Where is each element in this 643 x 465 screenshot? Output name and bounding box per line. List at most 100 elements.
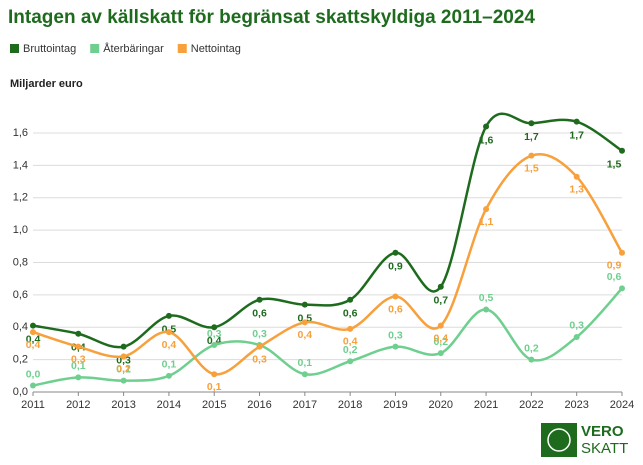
y-tick-label: 0,0 <box>13 386 28 398</box>
data-label: 0,1 <box>116 363 131 375</box>
data-label: 1,1 <box>479 216 494 228</box>
data-point <box>211 342 218 349</box>
data-label: 1,3 <box>569 183 584 195</box>
data-label: 0,2 <box>524 342 539 354</box>
legend-label: Bruttointag <box>23 43 76 55</box>
data-point <box>301 301 308 308</box>
data-label: 0,6 <box>252 308 267 320</box>
data-label: 0,4 <box>343 336 358 348</box>
data-label: 1,5 <box>524 162 539 174</box>
data-point <box>30 382 36 389</box>
data-point <box>437 350 444 357</box>
x-tick-label: 2018 <box>338 399 362 411</box>
data-point <box>165 372 172 379</box>
y-tick-label: 1,4 <box>13 159 28 171</box>
data-point <box>75 343 82 350</box>
data-point <box>483 123 490 130</box>
data-point <box>392 249 399 256</box>
x-tick-label: 2020 <box>429 399 453 411</box>
x-tick-label: 2012 <box>66 399 90 411</box>
data-point <box>165 329 172 336</box>
data-point <box>573 333 580 340</box>
data-point <box>528 152 535 159</box>
x-tick-label: 2017 <box>293 399 317 411</box>
data-label: 0,9 <box>388 261 403 273</box>
legend-item: Återbäringar <box>90 42 164 55</box>
data-point <box>301 371 308 378</box>
data-label: 1,7 <box>569 129 584 141</box>
data-point <box>30 329 36 336</box>
logo-emblem <box>547 428 571 452</box>
data-point <box>573 173 580 180</box>
legend-swatch <box>177 44 187 53</box>
data-label: 0,3 <box>71 353 86 365</box>
data-label: 0,2 <box>116 363 131 375</box>
data-point <box>301 319 308 326</box>
data-label: 0,4 <box>162 339 177 351</box>
legend-swatch <box>10 44 19 53</box>
data-point <box>120 377 127 384</box>
data-point <box>120 343 127 350</box>
logo: VERO SKATT <box>541 423 628 457</box>
y-axis-title: Miljarder euro <box>10 78 83 90</box>
x-tick-label: 2015 <box>202 399 226 411</box>
y-tick-label: 0,8 <box>13 256 28 268</box>
data-point <box>437 322 444 329</box>
legend-label: Nettointag <box>191 43 241 55</box>
chart-title: Intagen av källskatt för begränsat skatt… <box>8 7 535 28</box>
data-point <box>120 353 127 360</box>
data-label: 0,4 <box>26 333 41 345</box>
data-point <box>30 322 36 329</box>
data-point <box>619 249 625 256</box>
legend-item: Nettointag <box>177 43 241 55</box>
data-label: 1,6 <box>479 134 494 146</box>
y-tick-label: 1,0 <box>13 224 28 236</box>
data-point <box>483 206 490 213</box>
data-point <box>256 343 263 350</box>
data-label: 0,5 <box>479 292 494 304</box>
data-label: 1,7 <box>524 131 539 143</box>
data-point <box>437 283 444 290</box>
data-label: 0,2 <box>433 336 448 348</box>
data-point <box>165 312 172 319</box>
data-label: 0,1 <box>71 360 86 372</box>
data-point <box>392 343 399 350</box>
x-tick-label: 2014 <box>157 399 181 411</box>
x-tick-label: 2024 <box>610 399 634 411</box>
data-point <box>347 358 354 365</box>
legend-swatch <box>90 44 100 53</box>
data-label: 0,4 <box>26 339 41 351</box>
y-tick-label: 0,6 <box>13 289 28 301</box>
data-label: 0,3 <box>252 328 267 340</box>
data-label: 0,2 <box>343 344 358 356</box>
data-label: 0,1 <box>298 357 313 369</box>
logo-mark <box>541 423 577 457</box>
data-label: 0,3 <box>388 329 403 341</box>
y-tick-label: 1,6 <box>13 127 28 139</box>
series-line <box>32 153 624 376</box>
data-point <box>483 306 490 313</box>
data-label: 0,7 <box>433 295 448 307</box>
x-tick-label: 2011 <box>21 399 45 411</box>
data-label: 0,0 <box>26 368 41 380</box>
data-label: 0,4 <box>298 329 313 341</box>
data-point <box>211 324 218 331</box>
data-label: 0,3 <box>252 353 267 365</box>
data-point <box>573 118 580 125</box>
data-label: 0,6 <box>388 303 403 315</box>
data-point <box>619 147 625 154</box>
y-tick-label: 0,4 <box>13 321 28 333</box>
data-point <box>619 285 625 292</box>
y-tick-label: 1,2 <box>13 192 28 204</box>
data-label: 0,1 <box>207 381 222 393</box>
data-point <box>256 296 263 303</box>
logo-text: SKATT <box>581 440 628 457</box>
data-label: 0,9 <box>607 260 622 272</box>
data-label: 0,1 <box>162 359 177 371</box>
data-point <box>528 356 535 363</box>
data-label: 0,3 <box>569 320 584 332</box>
data-label: 0,4 <box>433 332 448 344</box>
data-point <box>75 330 82 337</box>
x-tick-label: 2019 <box>383 399 407 411</box>
